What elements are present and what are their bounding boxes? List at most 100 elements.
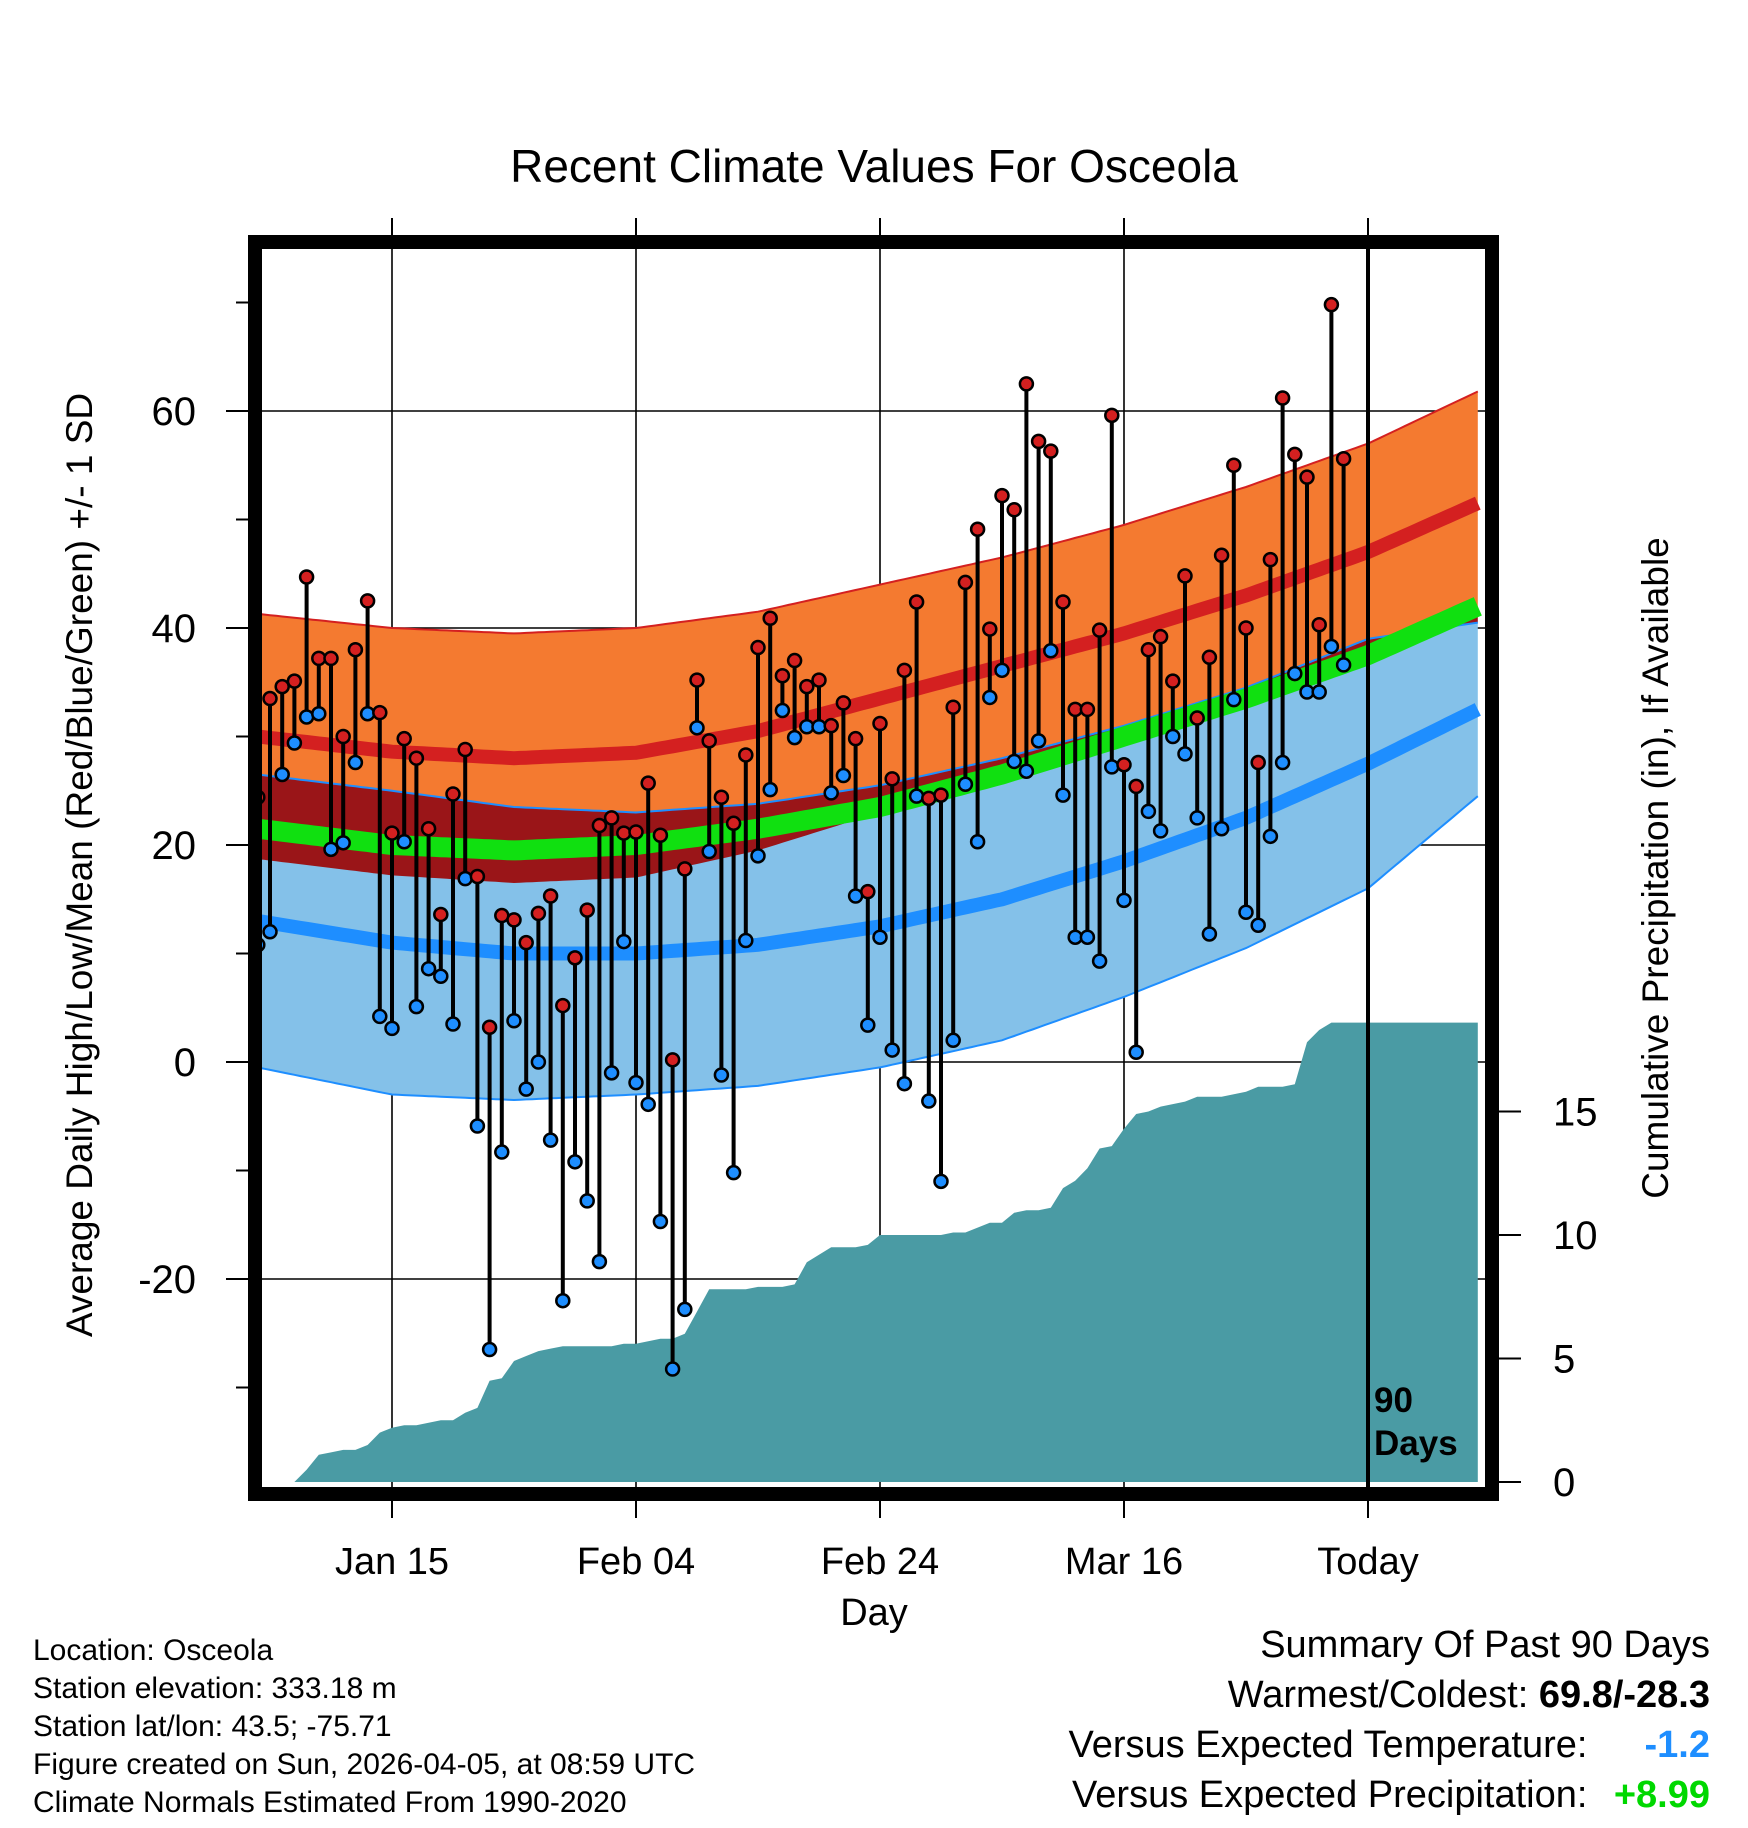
normal-low-lower-line (262, 795, 1479, 1102)
daily-low-point (1287, 665, 1303, 682)
daily-high-point (469, 868, 486, 885)
daily-low-point (896, 1075, 913, 1092)
daily-low-point (1335, 657, 1352, 673)
daily-low-point (908, 788, 925, 804)
daily-low-point (1055, 787, 1071, 803)
daily-low-point (774, 702, 791, 719)
daily-high-point (359, 593, 376, 609)
daily-high-point (1189, 710, 1205, 726)
daily-low-point (652, 1213, 669, 1230)
daily-low-point (518, 1081, 534, 1097)
summary-heading: Summary Of Past 90 Days (1260, 1624, 1710, 1666)
normal-mean-line (262, 597, 1482, 861)
daily-high-point (1201, 649, 1218, 666)
daily-high-point (1311, 616, 1327, 633)
daily-high-point (262, 690, 278, 707)
daily-high-point (982, 621, 998, 637)
daily-low-point (969, 833, 986, 850)
summary-panel: Summary Of Past 90 Days Warmest/Coldest:… (1069, 1620, 1710, 1820)
daily-low-point (1030, 733, 1047, 749)
station-latlon: Station lat/lon: 43.5; -75.71 (33, 1710, 392, 1743)
daily-low-point (567, 1154, 583, 1170)
daily-low-point (640, 1096, 656, 1113)
daily-low-point (921, 1093, 937, 1109)
warmest-coldest-row: Warmest/Coldest: 69.8/-28.3 (1069, 1670, 1710, 1720)
daily-high-point (1177, 568, 1193, 584)
chart-title: Recent Climate Values For Osceola (510, 140, 1238, 192)
today-days-number: 90 (1374, 1381, 1413, 1420)
daily-high-point (1030, 433, 1047, 450)
temperature-departure-label: Versus Expected Temperature: (1068, 1724, 1588, 1766)
y2-tick-label: 0 (1553, 1461, 1575, 1505)
daily-high-point (1018, 376, 1035, 392)
x-tick-label: Today (1317, 1541, 1418, 1583)
daily-high-point (433, 906, 449, 923)
daily-low-point (884, 1042, 900, 1058)
daily-low-point (445, 1016, 461, 1032)
daily-high-point (579, 902, 595, 918)
daily-low-point (713, 1067, 730, 1083)
daily-low-point (860, 1017, 876, 1033)
daily-high-point (1262, 551, 1279, 568)
daily-low-point (1128, 1044, 1144, 1060)
daily-low-point (298, 709, 315, 725)
daily-low-point (1043, 643, 1059, 659)
precipitation-departure-value: +8.99 (1613, 1774, 1710, 1816)
daily-high-point (811, 672, 827, 688)
daily-high-point (994, 487, 1010, 504)
y-tick-label: 20 (152, 824, 197, 868)
daily-low-point (1091, 953, 1108, 969)
daily-high-point (750, 639, 766, 656)
daily-high-point (420, 820, 437, 837)
daily-high-point (262, 790, 266, 804)
daily-low-point (1226, 691, 1242, 708)
daily-high-point (323, 650, 339, 667)
daily-low-point (274, 766, 290, 783)
daily-high-point (1116, 756, 1132, 773)
y2-tick-label: 10 (1553, 1214, 1598, 1258)
daily-low-point (1274, 754, 1291, 771)
daily-low-point (982, 689, 998, 706)
precipitation-departure-row: Versus Expected Precipitation: +8.99 (1069, 1770, 1710, 1820)
daily-high-point (1213, 547, 1230, 564)
normal-low-upper-line (262, 621, 1478, 814)
y-axis-label: Average Daily High/Low/Mean (Red/Blue/Gr… (59, 393, 100, 1337)
plot-area (262, 249, 1485, 1487)
warmest-coldest-value: 69.8/-28.3 (1538, 1674, 1710, 1716)
station-info: Location: Osceola Station elevation: 333… (33, 1632, 695, 1822)
daily-low-point (1311, 684, 1327, 700)
daily-low-point (701, 843, 717, 860)
daily-low-point (506, 1013, 522, 1029)
daily-low-point (481, 1341, 498, 1358)
daily-low-point (1250, 917, 1266, 934)
daily-high-point (933, 787, 949, 803)
daily-high-point (969, 521, 986, 538)
daily-low-point (738, 932, 754, 949)
daily-high-point (481, 1019, 498, 1036)
daily-high-point (396, 730, 412, 747)
daily-low-point (542, 1132, 559, 1148)
daily-high-point (664, 1052, 681, 1068)
x-tick-label: Mar 16 (1065, 1541, 1183, 1583)
daily-high-point (1055, 594, 1071, 610)
figure-created: Figure created on Sun, 2026-04-05, at 08… (33, 1748, 696, 1781)
daily-low-point (1104, 759, 1120, 775)
warmest-coldest-label: Warmest/Coldest: (1227, 1674, 1529, 1716)
daily-low-point (384, 1020, 400, 1037)
today-days-word: Days (1374, 1424, 1458, 1463)
daily-low-point (1177, 746, 1193, 762)
daily-low-point (872, 929, 888, 945)
daily-low-point (323, 841, 339, 858)
daily-high-point (652, 827, 669, 843)
daily-high-point (1104, 407, 1120, 424)
x-tick-label: Feb 04 (577, 1541, 695, 1583)
y-tick-label: 60 (152, 390, 197, 434)
daily-low-point (262, 938, 266, 952)
daily-high-point (628, 824, 644, 840)
daily-high-point (896, 662, 913, 679)
daily-high-point (957, 574, 974, 591)
daily-low-point (628, 1074, 644, 1091)
daily-high-point (786, 652, 803, 669)
daily-high-point (835, 695, 852, 711)
daily-low-point (1201, 926, 1218, 942)
